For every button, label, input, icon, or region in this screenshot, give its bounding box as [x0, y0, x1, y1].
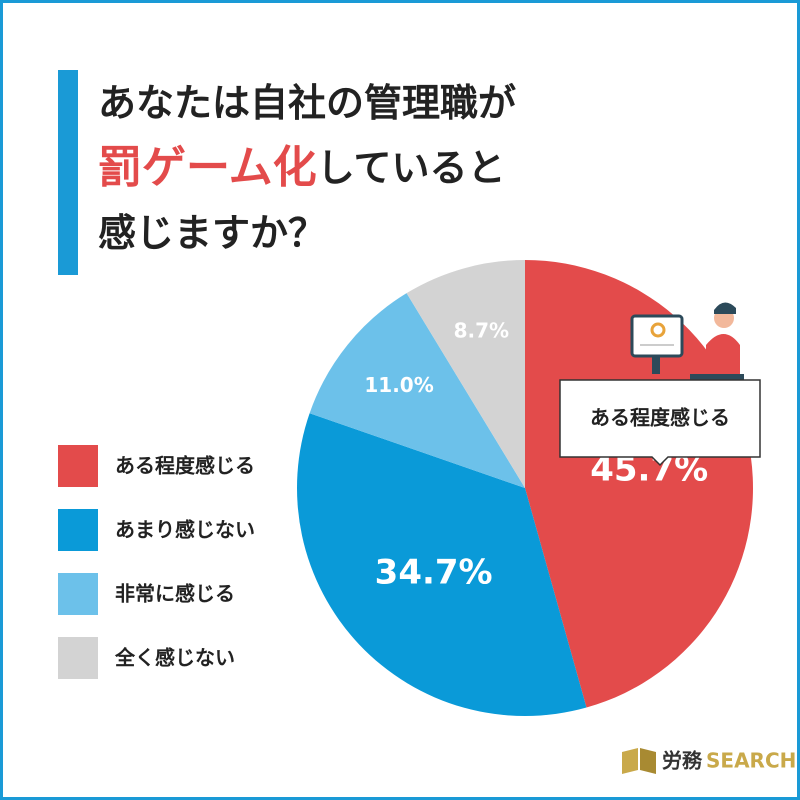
logo-text: 労務 — [662, 749, 703, 773]
legend-swatch — [58, 445, 98, 487]
title-text: あなたは自社の管理職が — [98, 81, 516, 125]
illustration — [630, 302, 744, 380]
title-text: していると — [317, 146, 506, 190]
value-label: 34.7% — [375, 552, 493, 592]
legend-swatch — [58, 509, 98, 551]
callout-box — [559, 379, 761, 467]
pie-slice — [525, 260, 753, 708]
callout: ある程度感じる — [559, 379, 761, 467]
title-line: あなたは自社の管理職が — [98, 81, 516, 125]
pie-slice — [406, 260, 525, 488]
value-label: 11.0% — [364, 373, 433, 397]
legend-label: あまり感じない — [115, 518, 255, 542]
title-bar — [58, 70, 78, 275]
title-highlight: 罰ゲーム化 — [98, 142, 317, 193]
pie-slice — [309, 293, 525, 488]
logo: 労務 SEARCH — [622, 748, 796, 774]
legend-swatch — [58, 637, 98, 679]
legend-label: ある程度感じる — [115, 454, 255, 478]
title-line: 罰ゲーム化していると — [98, 142, 506, 193]
logo-text: SEARCH — [706, 749, 796, 773]
callout-text: ある程度感じる — [590, 406, 730, 430]
pie-slice — [297, 413, 587, 716]
legend-swatch — [58, 573, 98, 615]
legend-label: 非常に感じる — [115, 582, 235, 606]
pie: 45.7%34.7%11.0%8.7% — [297, 260, 753, 716]
legend-label: 全く感じない — [114, 646, 235, 670]
title-text: 感じますか？ — [98, 211, 326, 255]
title-line: 感じますか？ — [98, 211, 326, 255]
value-label: 8.7% — [454, 319, 509, 343]
